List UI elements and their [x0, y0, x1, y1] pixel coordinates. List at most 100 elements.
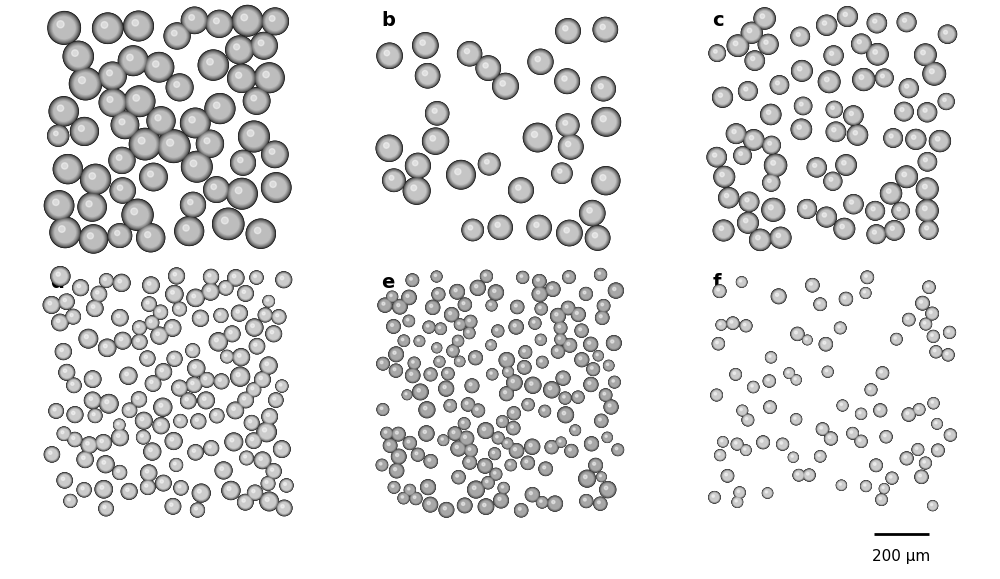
- Circle shape: [821, 339, 831, 349]
- Circle shape: [499, 483, 509, 493]
- Circle shape: [234, 308, 244, 318]
- Circle shape: [450, 428, 460, 439]
- Circle shape: [791, 328, 804, 340]
- Circle shape: [437, 325, 445, 332]
- Circle shape: [728, 36, 747, 55]
- Circle shape: [838, 401, 847, 409]
- Circle shape: [902, 408, 915, 421]
- Circle shape: [419, 402, 435, 417]
- Circle shape: [234, 8, 261, 34]
- Circle shape: [504, 368, 513, 376]
- Circle shape: [71, 69, 100, 98]
- Circle shape: [441, 438, 443, 440]
- Circle shape: [490, 449, 499, 458]
- Circle shape: [481, 270, 492, 282]
- Circle shape: [255, 63, 284, 93]
- Circle shape: [81, 165, 110, 193]
- Circle shape: [153, 61, 159, 67]
- Circle shape: [145, 445, 159, 459]
- Circle shape: [766, 156, 785, 175]
- Circle shape: [868, 204, 882, 218]
- Circle shape: [53, 101, 74, 122]
- Circle shape: [187, 378, 201, 392]
- Circle shape: [158, 478, 168, 488]
- Circle shape: [732, 497, 743, 507]
- Circle shape: [157, 130, 190, 162]
- Circle shape: [597, 417, 606, 425]
- Circle shape: [208, 13, 231, 35]
- Circle shape: [167, 25, 188, 46]
- Circle shape: [900, 108, 904, 112]
- Circle shape: [376, 135, 402, 162]
- Circle shape: [728, 318, 737, 328]
- Circle shape: [486, 340, 496, 350]
- Circle shape: [714, 221, 733, 240]
- Circle shape: [600, 24, 605, 30]
- Circle shape: [266, 327, 281, 341]
- Circle shape: [226, 36, 253, 64]
- Circle shape: [103, 505, 106, 508]
- Circle shape: [271, 395, 281, 405]
- Circle shape: [384, 142, 389, 148]
- Circle shape: [596, 416, 607, 426]
- Circle shape: [446, 401, 455, 411]
- Circle shape: [189, 379, 199, 390]
- Circle shape: [494, 327, 502, 335]
- Circle shape: [239, 393, 253, 407]
- Circle shape: [447, 310, 457, 320]
- Circle shape: [764, 401, 776, 413]
- Circle shape: [851, 128, 864, 142]
- Circle shape: [138, 225, 164, 251]
- Circle shape: [473, 405, 483, 416]
- Circle shape: [555, 69, 579, 93]
- Circle shape: [501, 354, 512, 366]
- Circle shape: [844, 195, 863, 214]
- Circle shape: [231, 367, 249, 386]
- Circle shape: [208, 445, 211, 448]
- Circle shape: [182, 193, 204, 216]
- Circle shape: [450, 285, 464, 299]
- Circle shape: [453, 471, 464, 483]
- Circle shape: [46, 193, 72, 218]
- Circle shape: [861, 271, 873, 283]
- Circle shape: [79, 329, 98, 348]
- Circle shape: [262, 409, 277, 424]
- Circle shape: [794, 31, 806, 42]
- Circle shape: [53, 199, 59, 206]
- Circle shape: [508, 423, 519, 434]
- Circle shape: [742, 446, 750, 454]
- Circle shape: [857, 410, 865, 418]
- Circle shape: [877, 367, 888, 379]
- Circle shape: [235, 8, 260, 34]
- Circle shape: [850, 127, 865, 142]
- Circle shape: [808, 159, 825, 176]
- Circle shape: [732, 439, 742, 449]
- Circle shape: [712, 48, 723, 58]
- Circle shape: [273, 311, 285, 323]
- Circle shape: [388, 292, 396, 301]
- Circle shape: [560, 375, 563, 378]
- Circle shape: [792, 120, 811, 138]
- Circle shape: [537, 357, 547, 367]
- Circle shape: [793, 121, 810, 137]
- Circle shape: [920, 182, 934, 196]
- Circle shape: [764, 401, 776, 413]
- Circle shape: [266, 145, 284, 163]
- Circle shape: [820, 426, 823, 429]
- Circle shape: [773, 230, 788, 245]
- Circle shape: [240, 123, 267, 150]
- Circle shape: [89, 410, 101, 422]
- Circle shape: [167, 351, 182, 366]
- Circle shape: [925, 64, 944, 83]
- Circle shape: [508, 407, 520, 420]
- Circle shape: [741, 445, 751, 455]
- Circle shape: [404, 437, 416, 449]
- Circle shape: [558, 373, 569, 384]
- Circle shape: [483, 478, 493, 488]
- Circle shape: [742, 195, 756, 208]
- Circle shape: [67, 310, 80, 323]
- Circle shape: [238, 287, 253, 301]
- Circle shape: [930, 131, 950, 151]
- Circle shape: [594, 80, 613, 98]
- Circle shape: [230, 272, 241, 283]
